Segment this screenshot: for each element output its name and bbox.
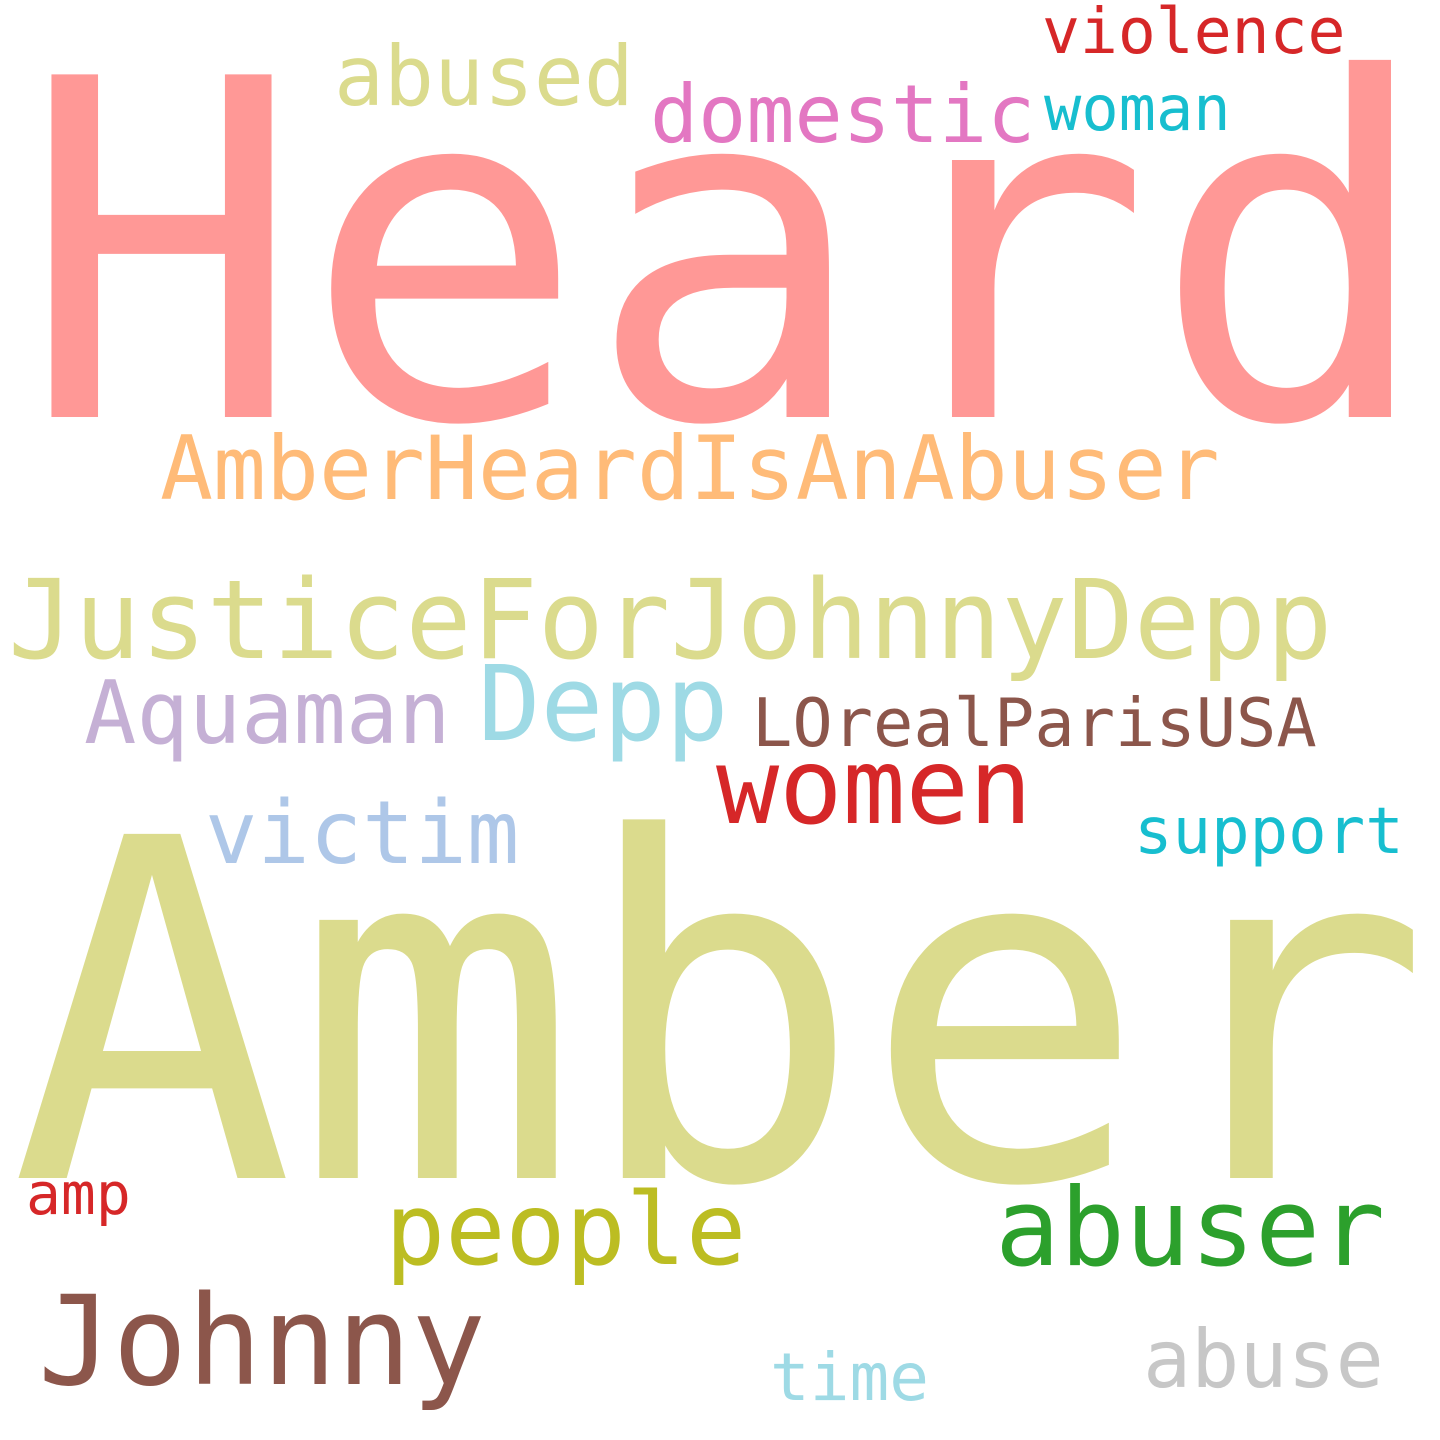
word-abuser: abuser: [995, 1166, 1386, 1291]
word-victim: victim: [205, 782, 520, 884]
word-violence: violence: [1042, 0, 1346, 68]
word-time: time: [770, 1339, 929, 1416]
word-women: women: [716, 726, 1033, 848]
word-johnny: Johnny: [38, 1270, 486, 1414]
word-support: support: [1134, 795, 1404, 869]
word-people: people: [385, 1171, 747, 1288]
word-amberheardisanabuser: AmberHeardIsAnAbuser: [160, 417, 1220, 520]
word-heard: Heard: [20, 0, 1435, 528]
word-lorealparisusa: LOrealParisUSA: [752, 684, 1317, 762]
word-amp: amp: [26, 1160, 131, 1228]
word-woman: woman: [1044, 72, 1231, 145]
word-abuse: abuse: [1143, 1313, 1384, 1406]
word-domestic: domestic: [650, 68, 1036, 161]
word-justiceforjohnnydepp: JusticeForJohnnyDepp: [8, 556, 1333, 684]
word-depp: Depp: [478, 643, 729, 765]
word-abused: abused: [334, 28, 634, 125]
word-amber: Amber: [10, 741, 1431, 1290]
word-aquaman: Aquaman: [84, 662, 451, 764]
